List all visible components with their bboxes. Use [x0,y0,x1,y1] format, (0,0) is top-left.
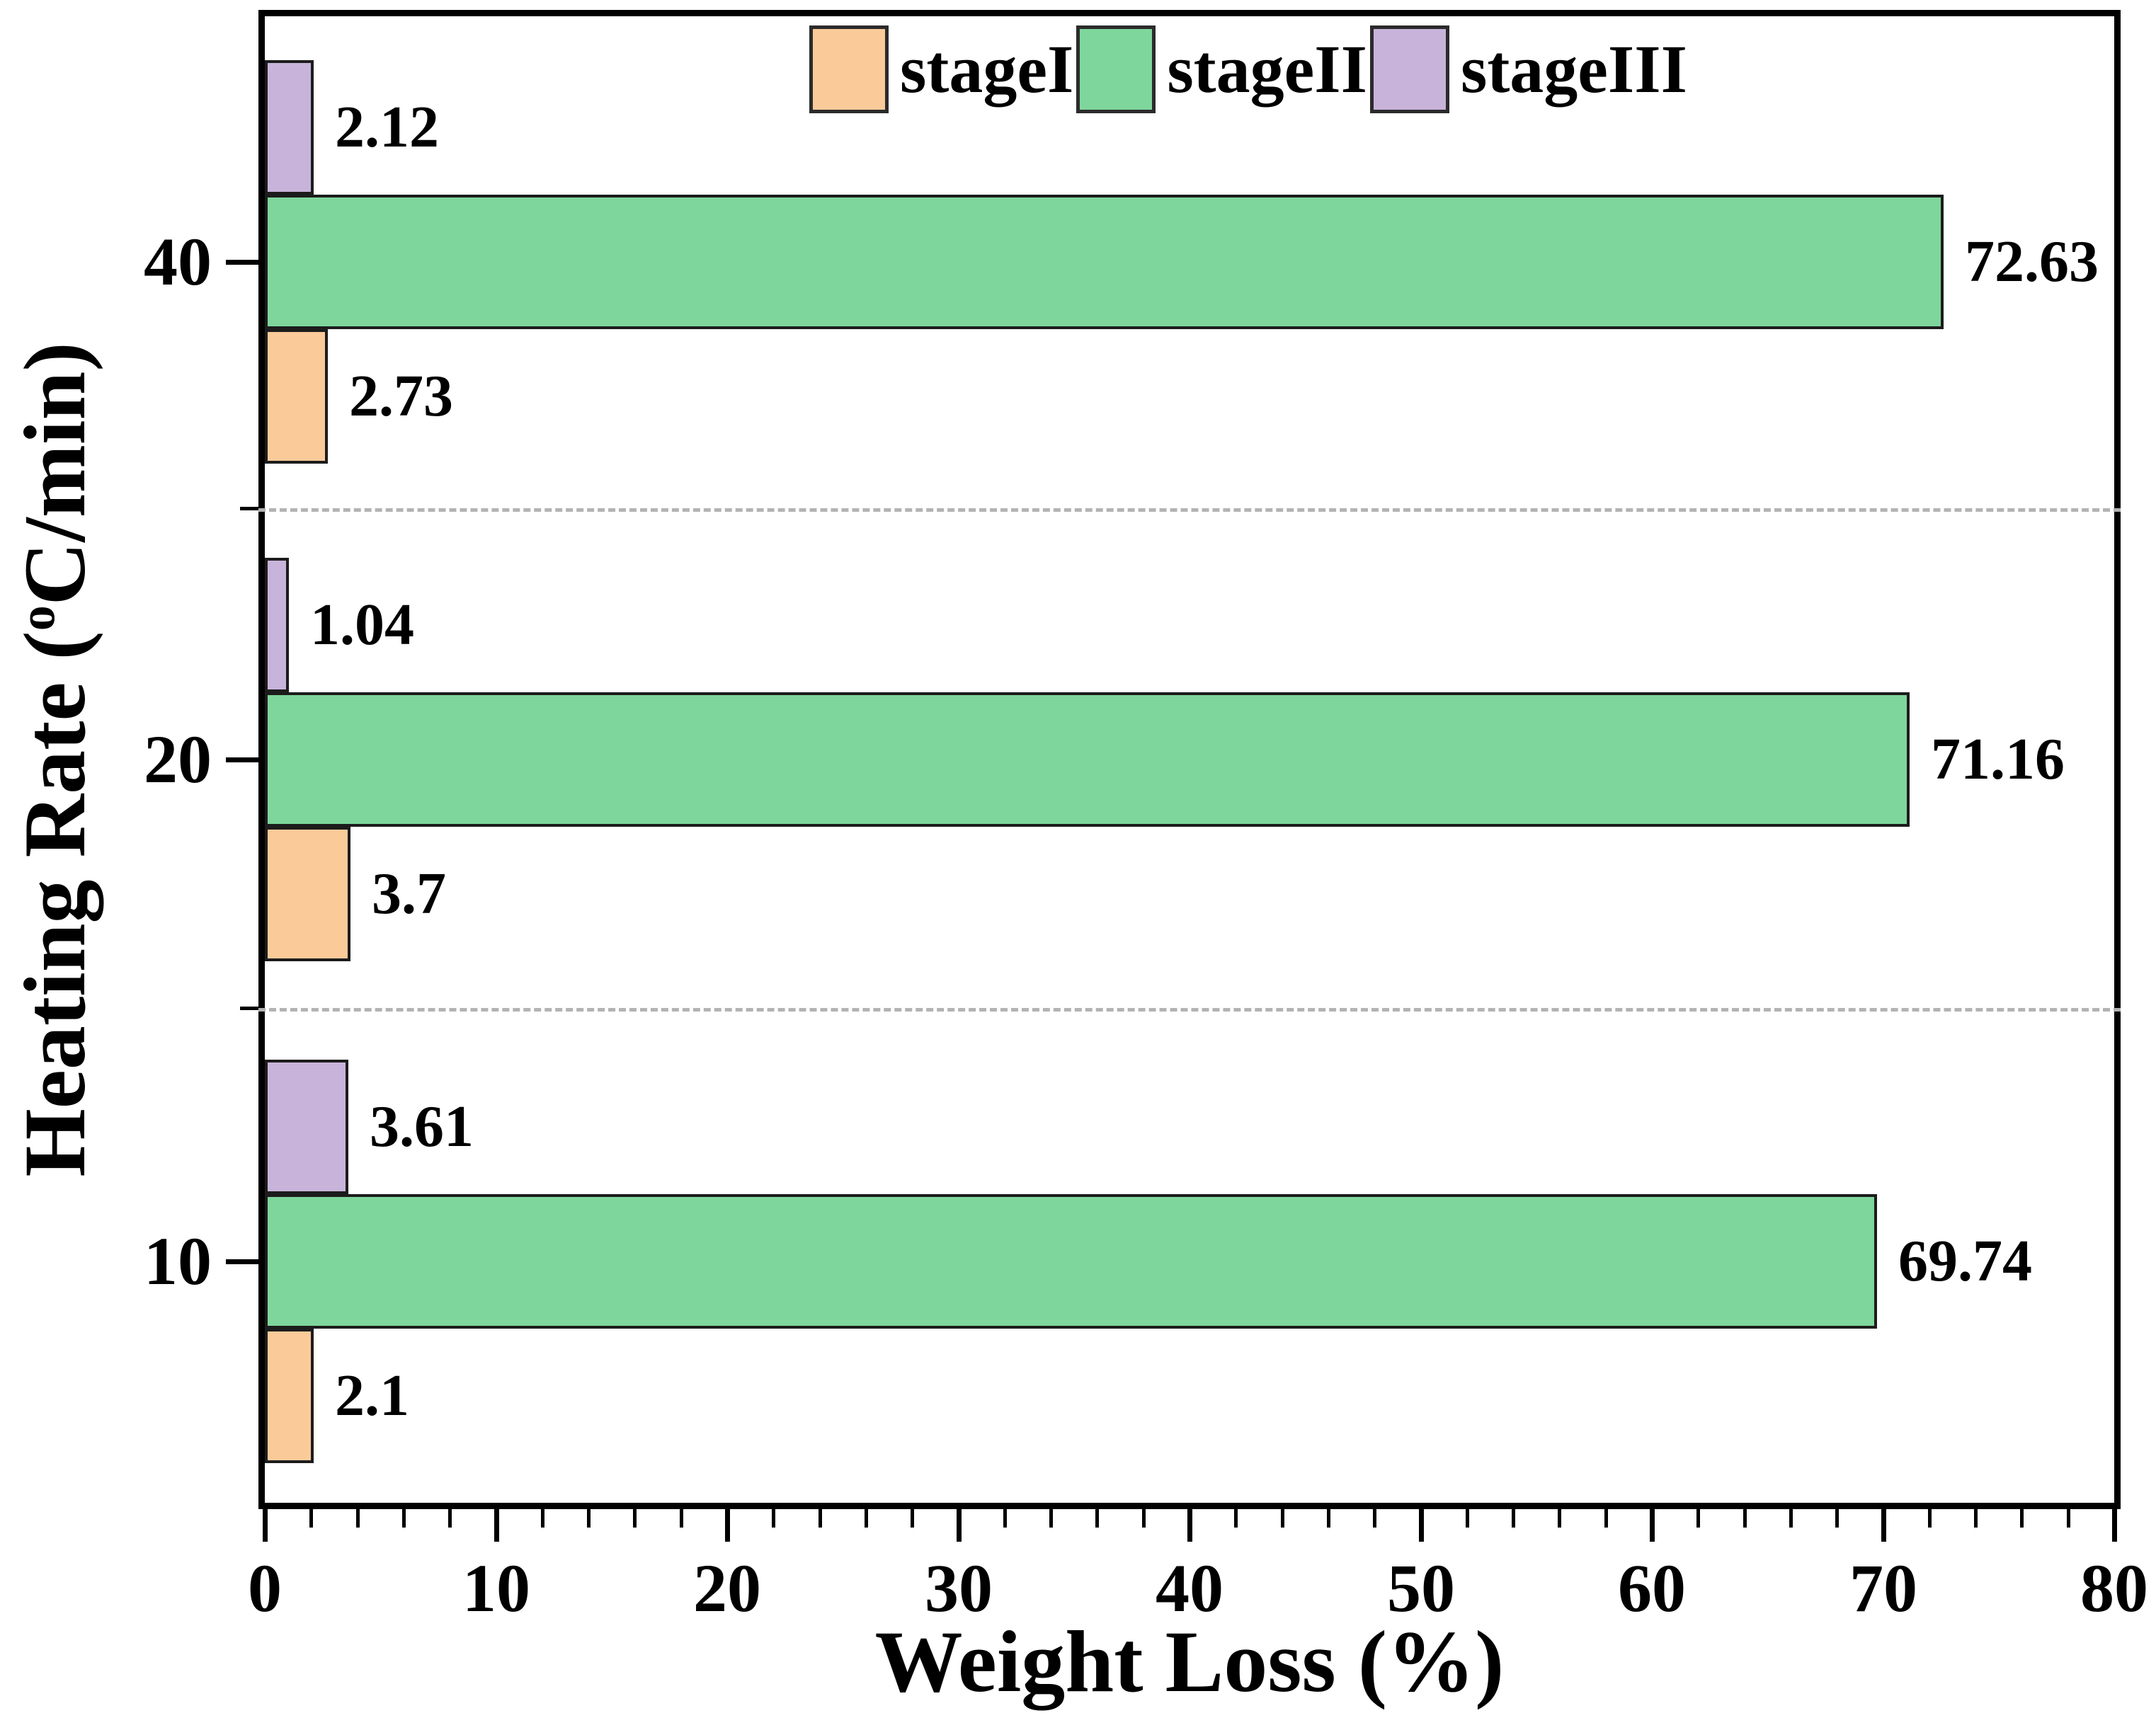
x-major-tick [263,1509,268,1542]
x-minor-tick [1003,1509,1007,1528]
x-minor-tick [1928,1509,1932,1528]
x-minor-tick [1095,1509,1099,1528]
x-minor-tick [2067,1509,2070,1528]
x-minor-tick [2020,1509,2024,1528]
legend-swatch-stageIII [1369,25,1449,113]
value-label-stageII-40: 72.63 [1965,229,2099,294]
x-major-tick [494,1509,499,1542]
x-minor-tick [587,1509,591,1528]
x-minor-tick [633,1509,637,1528]
y-axis-title-unit: C/min) [6,342,103,606]
bar-stageII-40 [265,195,1944,329]
x-tick-label-30: 30 [925,1550,993,1626]
y-tick-label-20: 20 [144,721,212,797]
degree-superscript: o [8,605,66,631]
x-minor-tick [1558,1509,1561,1528]
x-tick-label-40: 40 [1156,1550,1224,1626]
x-minor-tick [911,1509,914,1528]
legend-label-stageII: stageII [1167,31,1367,107]
value-label-stageIII-20: 1.04 [310,592,414,658]
x-major-tick [1419,1509,1424,1542]
x-tick-label-50: 50 [1387,1550,1455,1626]
legend-label-stageIII: stageIII [1460,31,1687,107]
y-minor-tick [240,507,258,510]
x-minor-tick [309,1509,313,1528]
legend-swatch-stageI [809,25,889,113]
x-minor-tick [1789,1509,1793,1528]
x-tick-label-70: 70 [1849,1550,1917,1626]
x-minor-tick [1512,1509,1515,1528]
bar-stageIII-10 [265,1060,348,1194]
plot-area [258,10,2121,1509]
x-minor-tick [402,1509,406,1528]
legend-swatch-stageII [1076,25,1156,113]
x-minor-tick [865,1509,868,1528]
x-minor-tick [1743,1509,1747,1528]
x-minor-tick [1142,1509,1146,1528]
x-minor-tick [1373,1509,1376,1528]
x-minor-tick [1604,1509,1608,1528]
x-tick-label-0: 0 [248,1550,282,1626]
y-major-tick [226,260,258,265]
x-major-tick [725,1509,730,1542]
x-major-tick [2112,1509,2117,1542]
x-minor-tick [1281,1509,1284,1528]
x-tick-label-20: 20 [693,1550,761,1626]
bar-stageIII-40 [265,60,314,195]
group-separator-line [258,1008,2121,1012]
x-minor-tick [772,1509,775,1528]
bar-stageII-10 [265,1194,1877,1329]
x-minor-tick [1696,1509,1700,1528]
y-tick-label-10: 10 [144,1223,212,1299]
y-major-tick [226,757,258,762]
x-minor-tick [1466,1509,1469,1528]
x-minor-tick [680,1509,683,1528]
y-tick-label-40: 40 [144,224,212,299]
value-label-stageIII-40: 2.12 [335,94,439,160]
x-axis-title: Weight Loss (%) [874,1613,1505,1710]
x-minor-tick [1234,1509,1238,1528]
x-major-tick [957,1509,962,1542]
bar-stageIII-20 [265,558,289,692]
value-label-stageI-40: 2.73 [349,363,453,429]
group-separator-line [258,508,2121,512]
value-label-stageI-20: 3.7 [372,861,446,927]
x-minor-tick [1835,1509,1839,1528]
x-minor-tick [1327,1509,1330,1528]
x-major-tick [1881,1509,1886,1542]
value-label-stageII-10: 69.74 [1898,1228,2032,1294]
x-tick-label-80: 80 [2080,1550,2148,1626]
x-major-tick [1650,1509,1655,1542]
legend: stageI stageII stageIII [258,25,2121,113]
x-tick-label-10: 10 [462,1550,530,1626]
x-minor-tick [541,1509,544,1528]
legend-label-stageI: stageI [900,31,1074,107]
value-label-stageIII-10: 3.61 [370,1094,474,1159]
bar-stageI-40 [265,329,328,464]
bar-stageII-20 [265,692,1910,827]
value-label-stageI-10: 2.1 [335,1363,409,1428]
y-minor-tick [240,1007,258,1010]
value-label-stageII-20: 71.16 [1931,726,2065,792]
y-major-tick [226,1259,258,1264]
y-axis-title-text: Heating Rate ( [6,631,103,1177]
x-tick-label-60: 60 [1618,1550,1686,1626]
x-major-tick [1187,1509,1192,1542]
bar-stageI-10 [265,1329,314,1463]
x-minor-tick [356,1509,360,1528]
x-minor-tick [448,1509,452,1528]
x-minor-tick [1049,1509,1053,1528]
x-minor-tick [819,1509,822,1528]
x-minor-tick [1974,1509,1978,1528]
bar-stageI-20 [265,827,350,961]
